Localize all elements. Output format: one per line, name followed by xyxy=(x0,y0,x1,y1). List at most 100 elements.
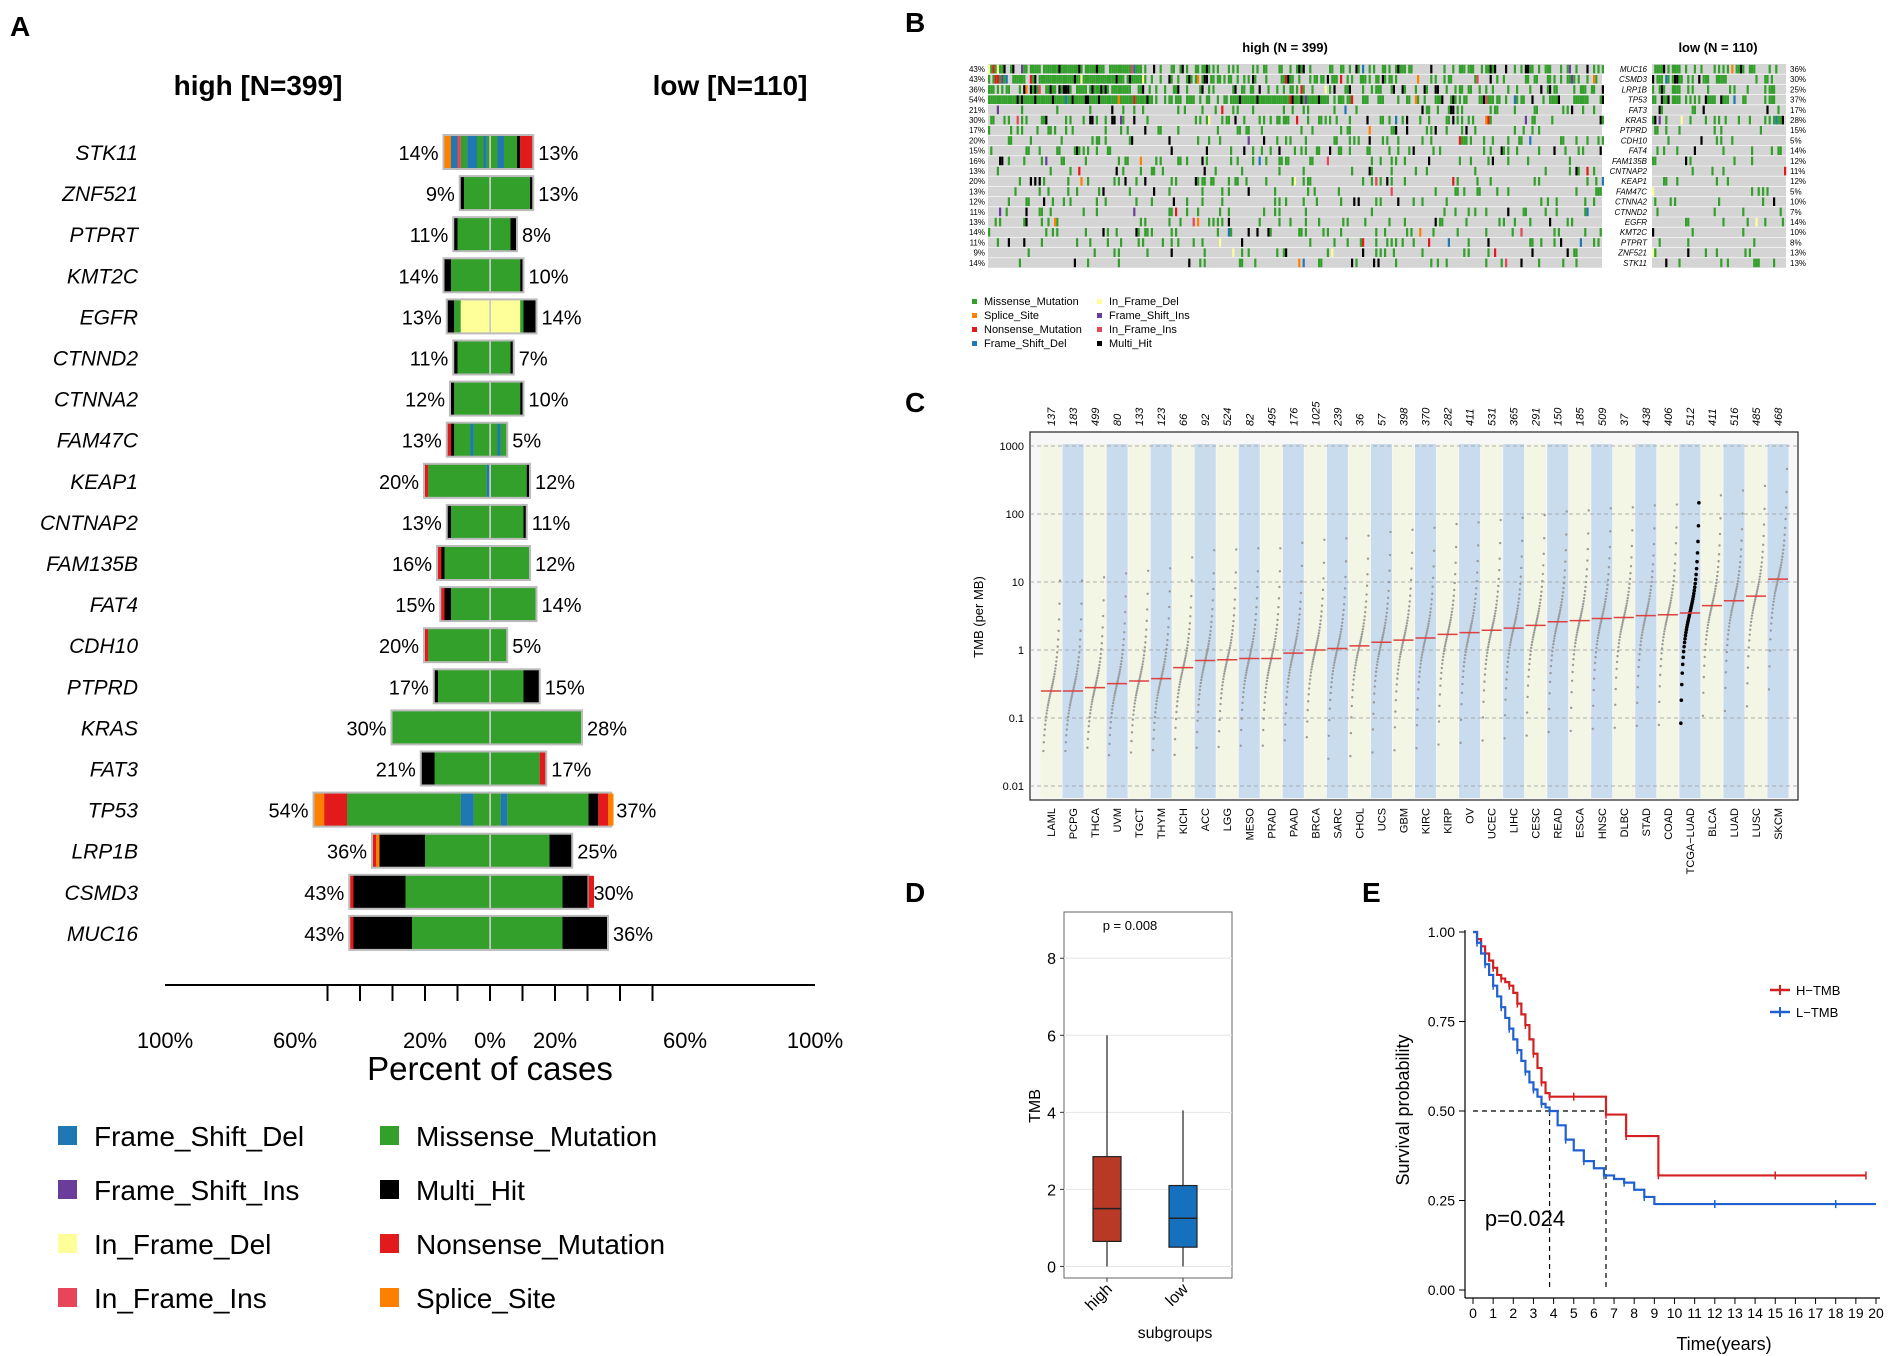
oncoplot-cell-nonsense xyxy=(994,75,997,84)
oncoplot-cell-missense xyxy=(1496,95,1499,104)
oncoplot-cell-missense xyxy=(1726,95,1729,104)
tmb-sample-point xyxy=(1387,589,1390,593)
oncoplot-cell-multi_hit xyxy=(1452,115,1455,125)
cohort-band xyxy=(1701,444,1723,798)
tmb-sample-point xyxy=(1421,650,1424,654)
panel-label-c: C xyxy=(905,387,925,418)
oncoplot-cell-missense xyxy=(1553,95,1556,104)
tmb-sample-point xyxy=(1163,657,1167,661)
oncoplot-cell-missense xyxy=(1516,95,1519,104)
tmb-ylabel: TMB (per MB) xyxy=(971,576,986,658)
oncoplot-cell-missense xyxy=(1232,95,1235,104)
oncoplot-cell-missense xyxy=(1584,85,1587,94)
tmb-sample-point xyxy=(1627,590,1630,593)
legend-swatch-in_frame_del xyxy=(58,1234,77,1253)
oncoplot-cell-missense xyxy=(1718,64,1721,74)
tmb-sample-point xyxy=(1405,624,1408,628)
tmb-sample-point xyxy=(1377,655,1380,658)
tmb-sample-point xyxy=(1769,638,1772,641)
oncoplot-cell-missense xyxy=(1078,146,1081,155)
tmb-sample-point xyxy=(1048,697,1051,700)
tmb-sample-point xyxy=(1541,579,1544,583)
tmb-sample-point xyxy=(1776,581,1779,584)
tmb-sample-point xyxy=(1554,627,1558,631)
tmb-sample-point xyxy=(1386,596,1390,600)
oncoplot-cell-multi_hit xyxy=(1667,95,1670,104)
tmb-sample-point xyxy=(1663,627,1667,631)
tmb-sample-point xyxy=(1152,737,1155,740)
tmb-sample-point xyxy=(1078,638,1082,641)
oncoplot-cell-missense xyxy=(1375,75,1378,84)
tmb-sample-point xyxy=(1307,693,1310,696)
oncoplot-high-percent: 16% xyxy=(969,157,985,166)
oncoplot-cell-missense xyxy=(1311,156,1314,166)
oncoplot-cell-missense xyxy=(1729,85,1732,94)
oncoplot-cell-missense xyxy=(1260,146,1263,155)
high-percent-label: 12% xyxy=(405,390,445,412)
oncoplot-cell-missense xyxy=(1401,115,1404,125)
oncoplot-cell-missense xyxy=(1243,115,1246,125)
oncoplot-cell-missense xyxy=(1007,85,1010,94)
tmb-sample-point xyxy=(1290,661,1293,664)
tmb-sample-point xyxy=(1694,572,1698,577)
oncoplot-cell-missense xyxy=(1355,258,1358,268)
tmb-sample-point xyxy=(1637,665,1640,669)
tmb-sample-point xyxy=(1353,670,1356,673)
oncoplot-cell-multi_hit xyxy=(1201,156,1204,166)
tmb-sample-point xyxy=(1268,666,1271,670)
tmb-sample-point xyxy=(1492,617,1496,620)
oncoplot-cell-missense xyxy=(1021,75,1024,84)
tmb-sample-point xyxy=(1316,639,1319,642)
tmb-sample-point xyxy=(1247,660,1250,663)
oncoplot-cell-multi_hit xyxy=(1362,248,1365,257)
tmb-sample-point xyxy=(1278,570,1282,573)
oncoplot-legend-label-multi_hit: Multi_Hit xyxy=(1109,338,1152,350)
tmb-sample-point xyxy=(1726,633,1730,636)
tmb-sample-point xyxy=(1498,541,1502,545)
tmb-sample-point xyxy=(1420,653,1424,656)
oncoplot-cell-missense xyxy=(1084,156,1087,166)
bar-segment-high-multi_hit xyxy=(451,423,455,456)
oncoplot-cell-missense xyxy=(1434,95,1437,104)
oncoplot-cell-missense xyxy=(1726,258,1729,268)
tmb-sample-point xyxy=(1315,641,1319,644)
oncoplot-cell-multi_hit xyxy=(1386,177,1389,186)
oncoplot-cell-multi_hit xyxy=(1144,177,1147,186)
tmb-sample-point xyxy=(1199,681,1203,685)
oncoplot-cell-missense xyxy=(1538,146,1541,155)
tmb-sample-point xyxy=(1646,604,1650,608)
bar-segment-high-missense xyxy=(457,218,490,251)
tmb-sample-point xyxy=(1288,668,1292,672)
tmb-sample-point xyxy=(1631,529,1634,532)
oncoplot-cell-missense xyxy=(1087,146,1090,155)
oncoplot-cell-missense xyxy=(1535,105,1538,115)
oncoplot-cell-missense xyxy=(1018,258,1021,268)
bar-segment-high-nonsense xyxy=(350,875,354,908)
tmb-sample-point xyxy=(1223,672,1226,676)
tmb-sample-point xyxy=(1646,607,1649,610)
oncoplot-cell-missense xyxy=(1555,207,1558,217)
oncoplot-cell-nonsense xyxy=(1029,75,1032,84)
oncoplot-cell-missense xyxy=(1693,64,1696,74)
tmb-sample-point xyxy=(1319,623,1322,626)
tmb-sample-point xyxy=(1718,532,1722,536)
oncoplot-cell-multi_hit xyxy=(1392,85,1395,94)
tmb-sample-point xyxy=(1527,668,1531,671)
tmb-sample-point xyxy=(1419,659,1423,662)
tmb-sample-point xyxy=(1365,584,1369,587)
oncoplot-cell-missense xyxy=(1689,95,1692,104)
oncoplot-cell-missense xyxy=(1170,75,1173,84)
oncoplot-cell-splice xyxy=(1419,228,1422,237)
oncoplot-cell-missense xyxy=(1036,126,1039,135)
oncoplot-cell-missense xyxy=(1183,105,1186,115)
oncoplot-cell-missense xyxy=(1748,248,1751,257)
oncoplot-cell-missense xyxy=(1375,238,1378,247)
oncoplot-cell-multi_hit xyxy=(1234,85,1237,94)
oncoplot-cell-missense xyxy=(1106,238,1109,247)
tmb-sample-point xyxy=(1626,596,1629,600)
oncoplot-cell-multi_hit xyxy=(1781,115,1784,125)
oncoplot-cell-missense xyxy=(1698,95,1701,104)
oncoplot-gene-label: STK11 xyxy=(1623,259,1647,268)
oncoplot-cell-missense xyxy=(1357,136,1360,145)
tmb-sample-point xyxy=(1477,521,1480,524)
